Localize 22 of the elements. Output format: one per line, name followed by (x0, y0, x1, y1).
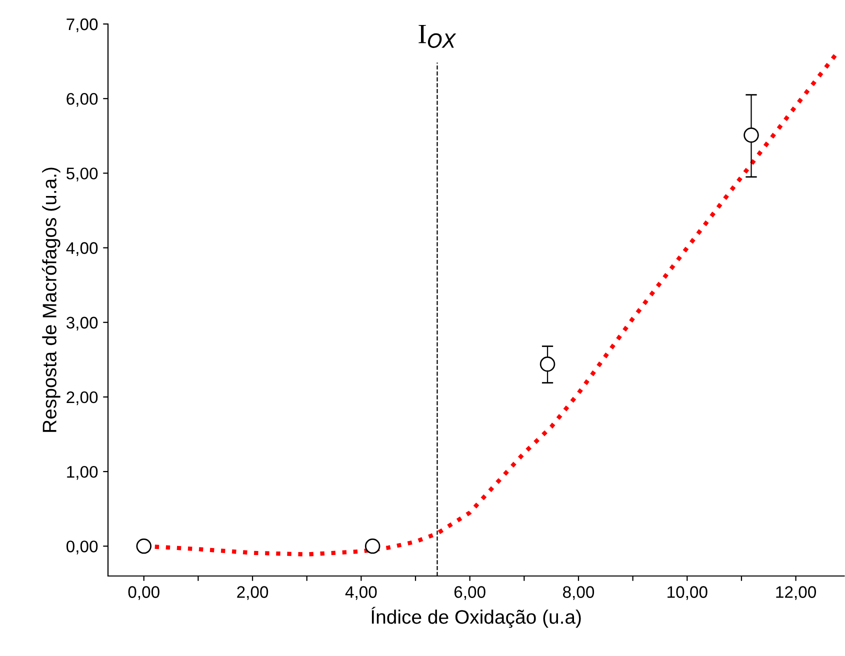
x-tick-label: 6,00 (454, 586, 486, 600)
point (364, 538, 380, 554)
y-tick-label: 0,00 (66, 540, 98, 554)
y-tick-label: 6,00 (66, 92, 98, 107)
point (744, 128, 759, 143)
point (136, 538, 152, 554)
ref-line-label: I$_{OX}$ (418, 24, 456, 48)
y-tick-label: 5,00 (66, 168, 98, 182)
x-tick-label: 8,00 (562, 586, 594, 600)
y-tick-label: 4,00 (66, 242, 98, 256)
x-tick-label: 2,00 (237, 586, 268, 600)
y-tick-label: 3,00 (66, 316, 98, 331)
x-tick-label: 0,00 (128, 586, 160, 600)
y-tick-label: 2,00 (66, 391, 98, 406)
x-tick-label: 12,00 (776, 586, 816, 600)
y-tick-label: 1,00 (67, 466, 98, 480)
x-tick-label: 10,00 (668, 586, 708, 600)
x-axis-title: Índice de Oxidação (u.a) (372, 606, 581, 628)
y-tick-label: 7,00 (66, 18, 98, 32)
point (540, 356, 556, 372)
x-tick-label: 4,00 (345, 586, 377, 600)
y-axis-title: Resposta de Macrófagos (u.a.) (42, 168, 60, 432)
